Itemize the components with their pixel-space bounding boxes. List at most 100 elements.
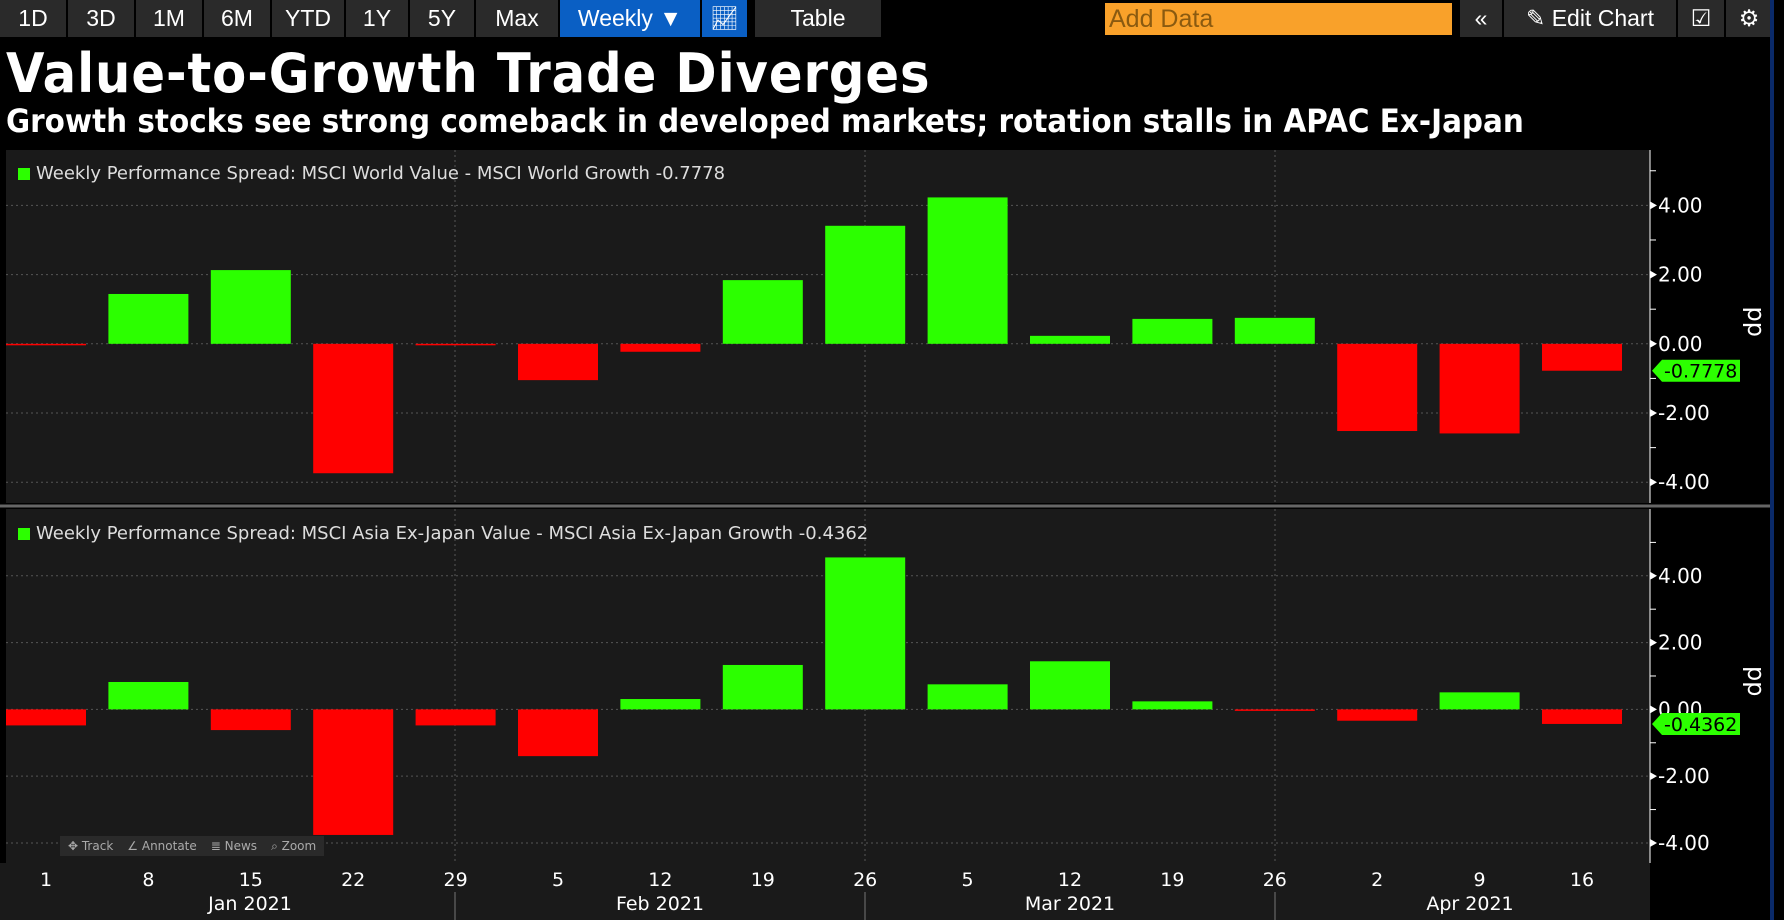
bar-2 <box>1337 343 1418 432</box>
bar-19 <box>1132 318 1213 344</box>
range-6m[interactable]: 6M <box>204 0 270 37</box>
bar-1 <box>6 343 86 346</box>
bar-26 <box>825 225 906 344</box>
range-1d[interactable]: 1D <box>0 0 66 37</box>
bar-1 <box>6 709 86 726</box>
frequency-dropdown[interactable]: Weekly ▼ <box>560 0 700 37</box>
bar-26 <box>1234 317 1315 344</box>
legend-swatch <box>18 167 30 180</box>
collapse-button[interactable]: « <box>1460 0 1502 37</box>
tick-mark <box>1650 339 1657 348</box>
bar-22 <box>313 343 394 474</box>
chart-tools: ✥ Track ∠ Annotate ≣ News ⌕ Zoom <box>60 836 325 856</box>
bar-8 <box>108 293 189 344</box>
bar-12 <box>1030 661 1110 710</box>
x-tick-label: 26 <box>1263 869 1287 891</box>
legend-swatch <box>18 527 30 540</box>
x-tick-label: 2 <box>1371 869 1383 891</box>
bar-16 <box>1542 343 1622 371</box>
month-label: Jan 2021 <box>207 893 292 915</box>
y-tick-label: 2.00 <box>1658 631 1703 655</box>
bar-15 <box>210 709 291 731</box>
bar-19 <box>1132 701 1213 710</box>
line-chart-icon[interactable]: 📈︎ <box>702 0 747 37</box>
y-tick-label: 0.00 <box>1658 332 1703 356</box>
edit-icon[interactable]: ☑ <box>1678 0 1724 37</box>
x-tick-label: 9 <box>1474 869 1486 891</box>
tick-mark <box>1650 772 1657 781</box>
bar-19 <box>722 280 803 344</box>
tick-mark <box>1650 705 1657 714</box>
tick-mark <box>1650 838 1657 847</box>
tick-mark <box>1650 201 1657 210</box>
x-tick-label: 29 <box>444 869 468 891</box>
bar-19 <box>722 664 803 710</box>
chart-title: Value-to-Growth Trade Diverges <box>6 42 931 105</box>
x-tick-label: 15 <box>239 869 263 891</box>
last-value-label: -0.4362 <box>1664 714 1737 736</box>
bar-9 <box>1439 343 1520 434</box>
y-axis-label: pp <box>1742 666 1770 696</box>
x-axis-background <box>0 863 1650 920</box>
table-button[interactable]: Table <box>755 0 881 37</box>
range-3d[interactable]: 3D <box>68 0 134 37</box>
bar-8 <box>108 681 189 710</box>
month-label: Mar 2021 <box>1025 893 1115 915</box>
bar-26 <box>1234 709 1315 711</box>
y-tick-label: 4.00 <box>1658 193 1703 217</box>
legend-text: Weekly Performance Spread: MSCI Asia Ex-… <box>36 523 869 544</box>
last-value-tag <box>1652 359 1740 382</box>
last-value-tag <box>1652 712 1740 735</box>
add-data-input[interactable] <box>1105 3 1452 35</box>
bar-5 <box>518 709 598 757</box>
x-tick-label: 16 <box>1570 869 1594 891</box>
y-tick-label: 4.00 <box>1658 564 1703 588</box>
bar-29 <box>415 343 496 346</box>
x-tick-label: 1 <box>40 869 52 891</box>
month-label: Feb 2021 <box>616 893 704 915</box>
range-ytd[interactable]: YTD <box>272 0 344 37</box>
range-1m[interactable]: 1M <box>136 0 202 37</box>
chart-subtitle: Growth stocks see strong comeback in dev… <box>6 102 1524 140</box>
x-tick-label: 5 <box>552 869 564 891</box>
range-1y[interactable]: 1Y <box>346 0 408 37</box>
x-tick-label: 22 <box>341 869 365 891</box>
track-tool[interactable]: ✥ Track <box>68 839 114 853</box>
y-tick-label: -2.00 <box>1658 764 1710 788</box>
window-border <box>1770 0 1774 920</box>
x-tick-label: 8 <box>142 869 154 891</box>
bar-5 <box>518 343 598 381</box>
news-tool[interactable]: ≣ News <box>210 839 258 853</box>
bar-26 <box>825 557 906 710</box>
edit-chart-button[interactable]: ✎ Edit Chart <box>1504 0 1676 37</box>
tick-mark <box>1650 638 1657 647</box>
zoom-tool[interactable]: ⌕ Zoom <box>271 838 317 853</box>
tick-mark <box>1650 409 1657 418</box>
bar-5 <box>927 197 1008 344</box>
range-5y[interactable]: 5Y <box>410 0 474 37</box>
bar-9 <box>1439 692 1520 710</box>
x-tick-label: 5 <box>962 869 974 891</box>
x-tick-label: 19 <box>751 869 775 891</box>
bar-29 <box>415 709 496 726</box>
tick-mark <box>1650 478 1657 487</box>
bar-12 <box>620 699 701 710</box>
y-tick-label: -4.00 <box>1658 831 1710 855</box>
y-tick-label: 2.00 <box>1658 263 1703 287</box>
annotate-tool[interactable]: ∠ Annotate <box>127 839 197 853</box>
last-value-label: -0.7778 <box>1664 361 1737 383</box>
y-axis-label: pp <box>1742 307 1770 337</box>
legend-asia: Weekly Performance Spread: MSCI Asia Ex-… <box>18 523 868 544</box>
tick-mark <box>1650 571 1657 580</box>
bar-12 <box>620 343 701 352</box>
bar-16 <box>1542 709 1622 724</box>
x-tick-label: 19 <box>1160 869 1184 891</box>
range-max[interactable]: Max <box>476 0 558 37</box>
month-label: Apr 2021 <box>1426 893 1513 915</box>
y-tick-label: -2.00 <box>1658 401 1710 425</box>
x-tick-label: 12 <box>648 869 672 891</box>
gear-icon[interactable]: ⚙ <box>1726 0 1772 37</box>
legend-world: Weekly Performance Spread: MSCI World Va… <box>18 163 725 184</box>
x-tick-label: 26 <box>853 869 877 891</box>
